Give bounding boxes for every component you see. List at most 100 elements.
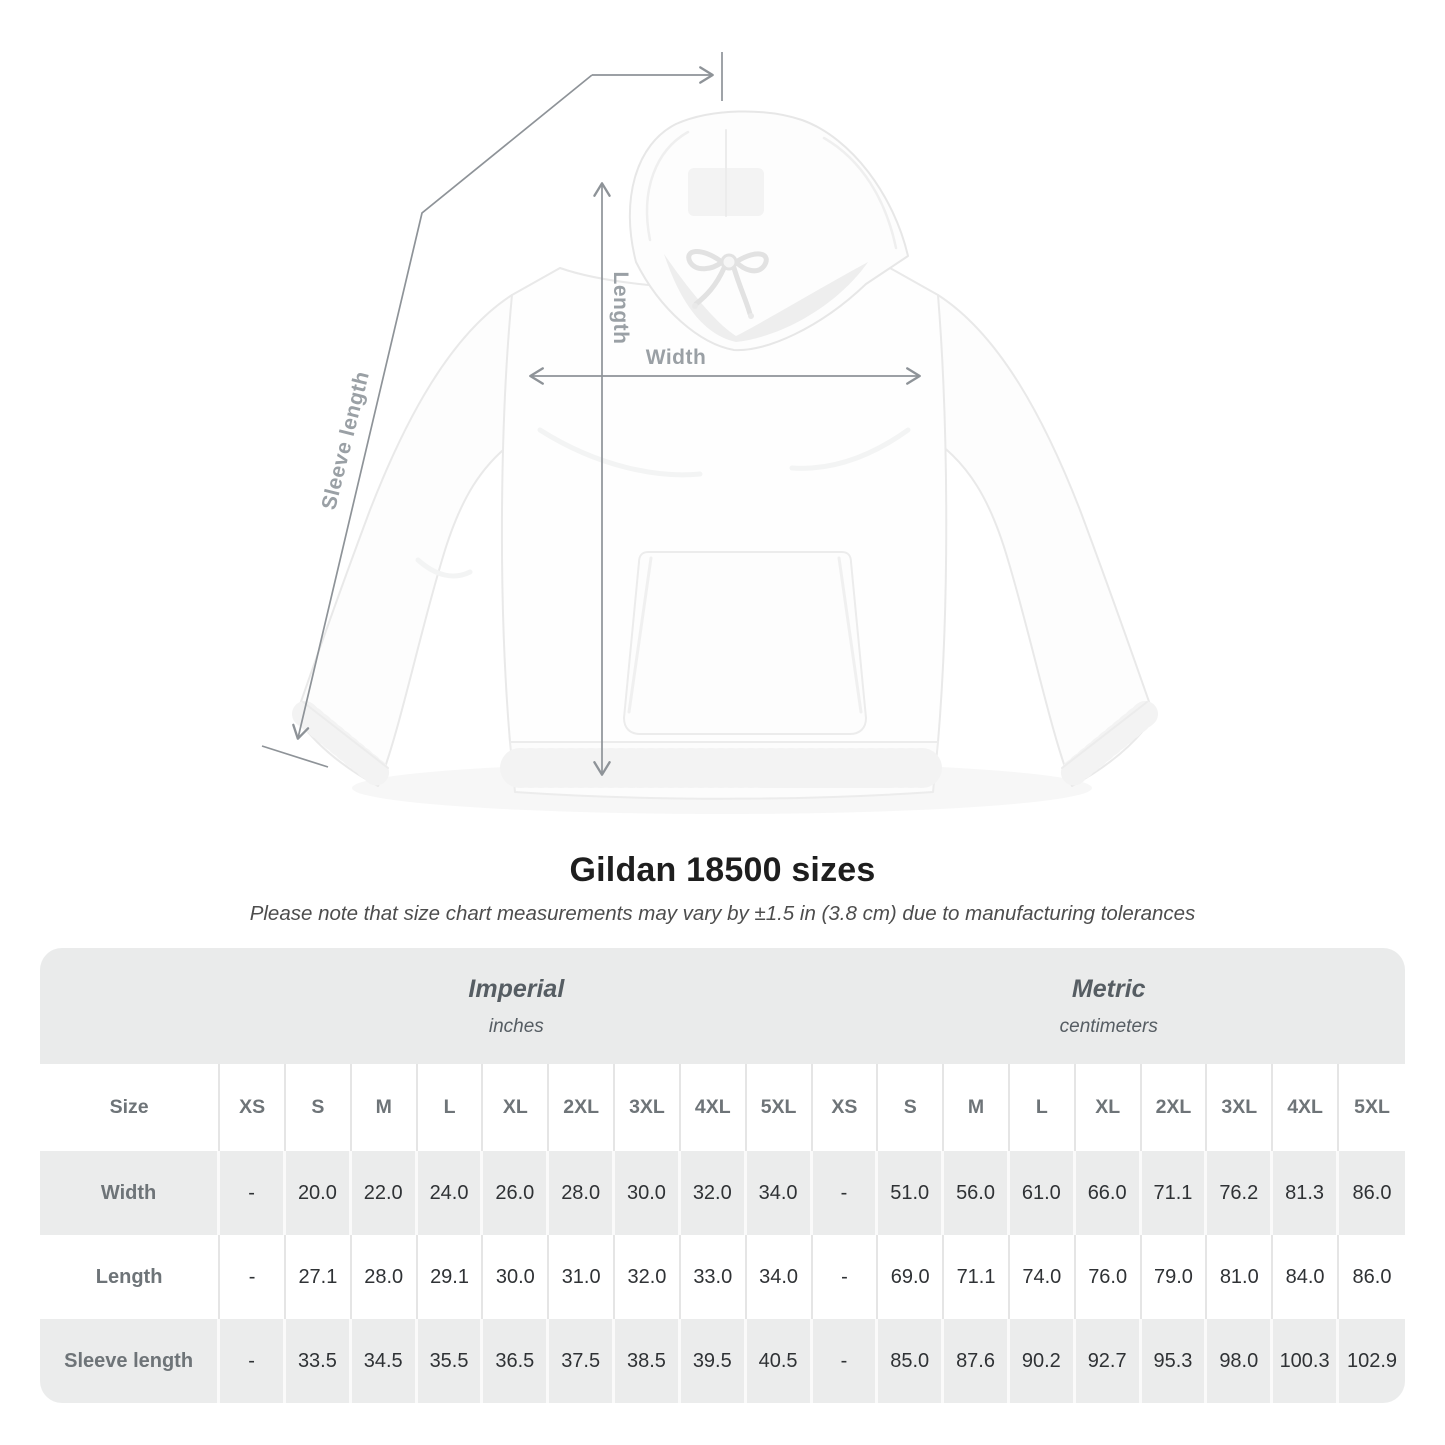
imperial-value: 34.0 [746,1151,813,1235]
metric-size-header: XL [1075,1064,1142,1151]
aglet-left [692,303,698,309]
imperial-size-header: XS [220,1064,286,1151]
hood-right-seam [822,136,898,250]
size-table-body: Width -20.0 22.0 24.0 26.0 28.0 30.0 32.0 34.0-5… [40,1151,1405,1403]
metric-value: - [812,1235,879,1319]
imperial-value: 30.0 [483,1235,550,1319]
measurement-arrows [261,52,921,776]
imperial-size-header: 4XL [680,1064,747,1151]
metric-value: 87.6 [944,1319,1010,1403]
metric-size-header: L [1009,1064,1076,1151]
imperial-value: 32.0 [615,1235,681,1319]
imperial-size-header: XL [483,1064,550,1151]
imperial-value: 30.0 [615,1151,681,1235]
imperial-value: 37.5 [549,1319,616,1403]
imperial-value: 34.5 [351,1319,418,1403]
metric-value: 102.9 [1339,1319,1405,1403]
measurement-row-label: Length [40,1235,221,1319]
metric-unit-label: centimeters [1059,1015,1158,1037]
imperial-size-header: 3XL [615,1064,681,1151]
metric-value: - [812,1319,879,1403]
metric-value: 61.0 [1009,1151,1076,1235]
metric-size-header: 3XL [1207,1064,1274,1151]
wrinkle-right [789,427,911,471]
measurement-row: Sleeve length -33.5 34.5 35.5 36.5 37.5 38.5 39… [40,1319,1405,1403]
metric-value: 74.0 [1009,1235,1076,1319]
metric-value: 86.0 [1339,1151,1405,1235]
hoodie-left-cuff-seam [302,701,389,769]
imperial-value: 31.0 [549,1235,616,1319]
units-band-corner [40,948,221,1064]
measurement-row-label: Width [40,1151,221,1235]
metric-size-header: 2XL [1141,1064,1208,1151]
metric-size-header: XS [812,1064,879,1151]
imperial-group-header: Imperial inches [220,948,813,1064]
metric-size-header: S [878,1064,945,1151]
metric-value: 66.0 [1075,1151,1142,1235]
hoodie-measurement-figure: Width Length Sleeve length [261,52,1158,800]
imperial-size-header: M [351,1064,418,1151]
imperial-size-header: L [417,1064,484,1151]
tolerance-note: Please note that size chart measurements… [249,902,1196,925]
sleeve-length-arrow [292,74,593,740]
sleeve-bottom-tick [261,745,329,768]
metric-value: 98.0 [1207,1319,1274,1403]
page-title: Gildan 18500 sizes [569,851,876,889]
length-arrow-label: Length [609,272,632,345]
size-chart-table: Imperial inches Metric centimeters Size X… [40,948,1405,1403]
imperial-size-header: 5XL [746,1064,813,1151]
metric-value: 95.3 [1141,1319,1208,1403]
imperial-value: 20.0 [286,1151,352,1235]
metric-value: 56.0 [944,1151,1010,1235]
hood-left-seam [645,130,690,242]
imperial-unit-label: inches [488,1015,544,1037]
left-cuff-ribs [292,701,391,787]
measurement-row-label: Sleeve length [40,1319,221,1403]
metric-value: - [812,1151,879,1235]
hood-inner-shade [664,254,868,342]
metric-value: 69.0 [878,1235,945,1319]
metric-size-header: 4XL [1273,1064,1339,1151]
metric-value: 79.0 [1141,1235,1208,1319]
metric-value: 51.0 [878,1151,945,1235]
metric-value: 92.7 [1075,1319,1142,1403]
imperial-value: 28.0 [351,1235,418,1319]
metric-size-header: 5XL [1339,1064,1405,1151]
imperial-value: 33.0 [680,1235,747,1319]
metric-value: 76.0 [1075,1235,1142,1319]
imperial-value: 28.0 [549,1151,616,1235]
measurement-row: Width -20.0 22.0 24.0 26.0 28.0 30.0 32.0 34.0-5… [40,1151,1405,1235]
imperial-value: 22.0 [351,1151,418,1235]
metric-value: 100.3 [1273,1319,1339,1403]
wrinkle-left [537,427,703,478]
metric-value: 90.2 [1009,1319,1076,1403]
imperial-size-header: S [286,1064,352,1151]
imperial-value: 40.5 [746,1319,813,1403]
imperial-value: 34.0 [746,1235,813,1319]
pocket-right-opening [837,556,863,714]
hoodie-right-cuff-seam [1061,701,1148,769]
metric-value: 81.3 [1273,1151,1339,1235]
imperial-value: 32.0 [680,1151,747,1235]
imperial-value: 38.5 [615,1319,681,1403]
metric-value: 84.0 [1273,1235,1339,1319]
hoodie-illustration [292,110,1158,800]
imperial-size-header: 2XL [549,1064,616,1151]
imperial-value: 27.1 [286,1235,352,1319]
imperial-value: - [220,1151,286,1235]
hoodie-right-sleeve [921,294,1155,787]
size-column-title: Size [40,1064,221,1151]
right-cuff-ribs [1059,701,1158,787]
imperial-value: 29.1 [417,1235,484,1319]
imperial-value: 33.5 [286,1319,352,1403]
sleeve-length-arrow-label: Sleeve length [317,369,374,512]
imperial-value: 26.0 [483,1151,550,1235]
wrinkle-sleeve [415,557,473,579]
metric-size-header: M [944,1064,1010,1151]
metric-value: 86.0 [1339,1235,1405,1319]
imperial-value: 24.0 [417,1151,484,1235]
metric-group-header: Metric centimeters [812,948,1405,1064]
imperial-value: 39.5 [680,1319,747,1403]
hoodie-left-sleeve [295,294,529,787]
